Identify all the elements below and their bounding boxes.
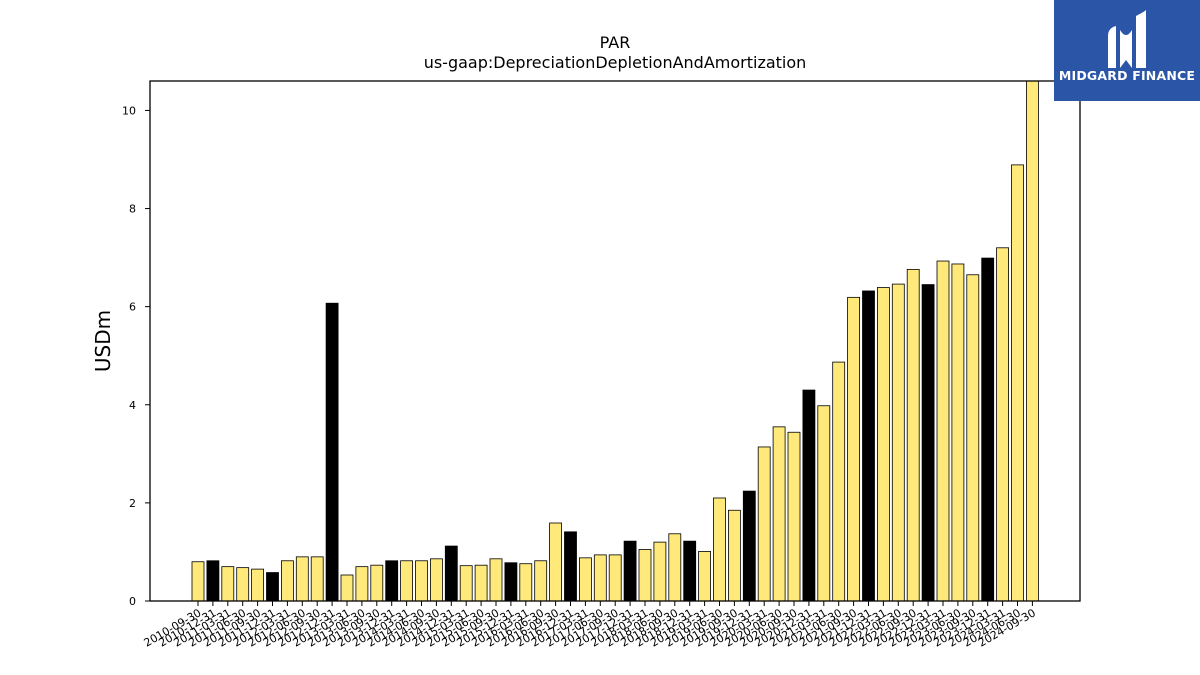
bar-2021-09-30: [847, 296, 860, 602]
y-axis-label: USDm: [91, 310, 115, 372]
bar-2015-06-30: [474, 564, 488, 602]
bar-2022-12-31: [921, 284, 935, 602]
bar-2020-03-31: [757, 446, 771, 602]
bar-2014-03-31: [400, 560, 414, 602]
bar-2024-03-31: [996, 247, 1009, 602]
bar-2017-06-30: [593, 554, 607, 602]
plot-frame: [149, 80, 1081, 602]
bar-2014-12-31: [444, 545, 458, 602]
y-tick-label: 8: [129, 203, 136, 216]
bar-2015-03-31: [459, 565, 473, 602]
bar-2021-03-31: [817, 405, 831, 602]
bar-2010-12-31: [206, 560, 220, 602]
bar-2018-03-31: [638, 549, 652, 602]
logo-text: MIDGARD FINANCE: [1058, 68, 1196, 83]
bar-2020-06-30: [772, 426, 786, 602]
bar-2012-03-31: [280, 560, 294, 602]
bar-2019-06-30: [713, 497, 726, 602]
bar-2015-12-31: [504, 562, 518, 602]
bar-2020-09-30: [787, 431, 801, 602]
bar-2017-09-30: [608, 554, 622, 602]
bar-2013-06-30: [355, 566, 369, 602]
y-tick-label: 2: [129, 497, 136, 510]
bar-2018-06-30: [653, 541, 667, 602]
bar-2014-06-30: [415, 560, 428, 602]
bar-2011-09-30: [251, 568, 265, 602]
bar-2010-09-30: [191, 561, 205, 602]
y-tick-label: 10: [122, 104, 136, 117]
x-axis: 2010-09-302010-12-312011-03-312011-06-30…: [142, 601, 1038, 650]
bar-2017-12-31: [623, 540, 637, 602]
bar-2022-03-31: [877, 287, 890, 602]
bar-2011-12-31: [266, 572, 279, 602]
bar-2022-06-30: [891, 283, 905, 602]
bars-group: [191, 80, 1039, 602]
midgard-logo-icon: [1108, 10, 1146, 68]
bar-2024-09-30: [1026, 80, 1039, 602]
bar-2012-12-31: [325, 302, 339, 602]
y-tick-label: 6: [129, 301, 136, 314]
bar-2016-12-31: [564, 531, 577, 602]
bar-2015-09-30: [489, 558, 503, 602]
midgard-finance-logo: MIDGARD FINANCE: [1054, 0, 1200, 101]
bar-2023-12-31: [981, 257, 995, 602]
y-tick-label: 4: [129, 399, 136, 412]
bar-2013-09-30: [370, 564, 384, 602]
y-tick-label: 0: [129, 595, 136, 608]
bar-2013-03-31: [340, 574, 354, 602]
bar-2019-12-31: [742, 490, 756, 602]
bar-2016-09-30: [549, 522, 562, 602]
bar-2018-09-30: [668, 533, 682, 602]
bar-2012-09-30: [310, 556, 324, 602]
bar-2012-06-30: [295, 556, 309, 602]
bar-2019-03-31: [698, 551, 711, 602]
bar-2019-09-30: [728, 509, 741, 602]
bar-2018-12-31: [683, 540, 697, 602]
bar-2021-06-30: [832, 361, 846, 602]
bar-2011-06-30: [236, 567, 250, 602]
bar-2014-09-30: [429, 558, 443, 602]
bar-2023-09-30: [966, 274, 980, 602]
bar-2024-06-30: [1011, 164, 1024, 602]
bar-2016-06-30: [534, 560, 548, 602]
bar-2023-03-31: [936, 260, 950, 602]
bar-2013-12-31: [385, 560, 399, 602]
y-axis: 0 2 4 6 8 10: [122, 104, 150, 608]
chart-title: PAR: [600, 33, 631, 52]
bar-2011-03-31: [221, 566, 235, 602]
bar-2016-03-31: [519, 563, 533, 602]
chart-subtitle: us-gaap:DepreciationDepletionAndAmortiza…: [424, 53, 807, 72]
bar-2021-12-31: [862, 290, 875, 602]
bar-2020-12-31: [802, 389, 816, 602]
bar-2022-09-30: [906, 268, 920, 602]
bar-2017-03-31: [579, 557, 592, 602]
bar-2023-06-30: [951, 263, 965, 602]
